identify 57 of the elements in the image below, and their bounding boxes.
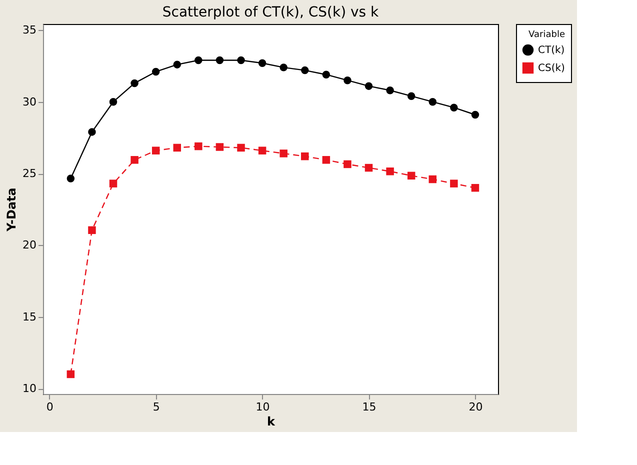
point [280,64,288,72]
x-tick-label: 0 [46,400,54,414]
point [364,82,373,90]
point [258,59,266,67]
point [194,56,202,64]
point [194,142,202,150]
y-tick-label: 30 [22,95,36,108]
y-tick-label: 10 [22,382,36,396]
chart-title: Scatterplot of CT(k), CS(k) vs k [162,4,380,20]
point [66,370,75,378]
point [88,226,96,234]
point [130,156,138,164]
point [322,70,330,78]
point [88,128,96,136]
point [130,79,138,88]
point [66,174,75,182]
point [280,150,288,158]
x-axis-title: k [267,414,276,428]
y-tick-label: 15 [22,310,36,324]
x-tick-label: 15 [362,400,376,414]
point [450,180,458,188]
x-tick-label: 20 [468,400,483,414]
point [428,175,437,184]
point [322,156,330,164]
point [386,86,394,94]
point [109,98,118,106]
point [407,172,416,180]
point [216,143,224,151]
point [237,56,245,64]
point [301,66,309,74]
point [344,160,352,168]
point [364,164,373,172]
point [301,152,309,160]
y-tick-label: 20 [22,238,36,252]
point [258,146,266,154]
legend-label: CS(k) [538,63,566,74]
x-tick-label: 10 [256,400,270,414]
point [471,184,480,192]
point [237,144,245,152]
legend-title: Variable [528,30,566,40]
x-tick-label: 5 [152,400,160,414]
point [407,92,416,100]
point [173,60,182,68]
y-tick-label: 35 [22,24,36,37]
point [152,68,160,76]
point [109,180,118,188]
point [428,98,437,106]
point [152,146,160,154]
point [216,56,224,64]
point [450,104,458,112]
point [344,76,352,84]
y-axis-title: Y-Data [4,188,19,232]
point [471,110,480,119]
legend-label: CT(k) [538,45,565,56]
point [386,167,394,176]
point [173,144,182,152]
y-tick-label: 25 [22,167,36,180]
